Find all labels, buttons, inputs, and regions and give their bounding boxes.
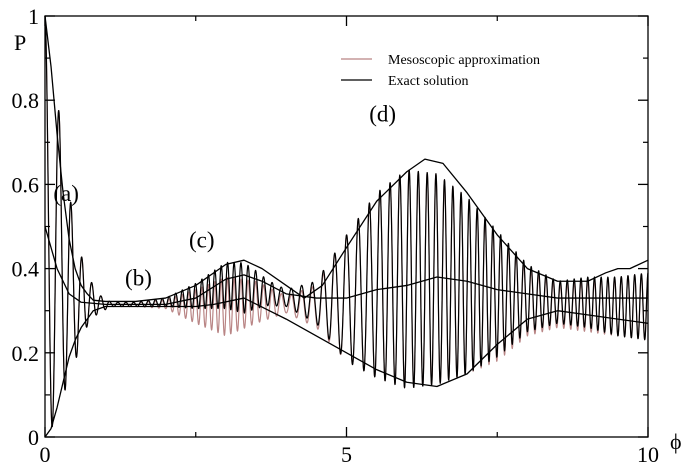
y-tick-label: 0 bbox=[28, 425, 39, 450]
x-tick-label: 0 bbox=[40, 442, 51, 463]
y-tick-label: 1 bbox=[28, 4, 39, 29]
ticks-layer: 0 5 10 0 0.2 0.4 0.6 0.8 1 bbox=[12, 4, 660, 463]
annotation-label: (b) bbox=[125, 265, 152, 290]
legend-label-exact: Exact solution bbox=[388, 74, 469, 89]
series-layer bbox=[44, 15, 649, 438]
series-line-envelope-lower bbox=[44, 297, 649, 438]
x-axis-label: ϕ bbox=[670, 429, 682, 454]
legend-label-mesoscopic: Mesoscopic approximation bbox=[388, 53, 540, 68]
y-tick-label: 0.6 bbox=[12, 172, 40, 197]
annotation-layer: (a) (b) (c) (d) bbox=[53, 101, 396, 290]
legend: Mesoscopic approximation Exact solution bbox=[341, 53, 540, 89]
annotation-label: (c) bbox=[189, 228, 215, 253]
y-tick-label: 0.4 bbox=[12, 257, 40, 282]
annotation-label: (d) bbox=[369, 101, 396, 126]
series-line-envelope-mean bbox=[44, 226, 648, 306]
annotation-label: (a) bbox=[53, 181, 79, 206]
y-tick-label: 0.2 bbox=[12, 341, 40, 366]
x-tick-label: 10 bbox=[637, 442, 659, 463]
x-tick-label: 5 bbox=[341, 442, 352, 463]
y-tick-label: 0.8 bbox=[12, 88, 40, 113]
series-line-envelope-upper bbox=[44, 15, 649, 303]
y-axis-label: P bbox=[14, 30, 26, 55]
